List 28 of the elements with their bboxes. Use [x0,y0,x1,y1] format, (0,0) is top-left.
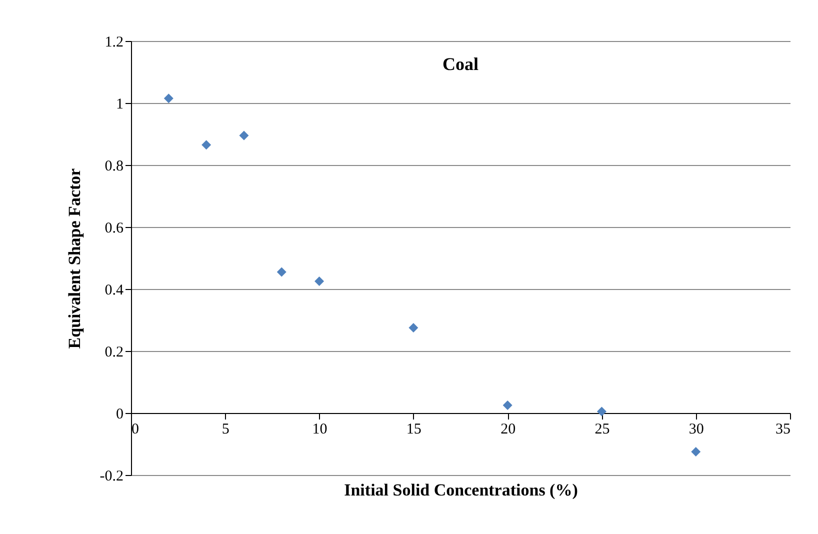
y-tick-label: 0.8 [104,158,124,174]
point [239,130,249,140]
x-tick-label: 20 [500,422,516,438]
point [202,140,212,150]
x-axis-title: Initial Solid Concentrations (%) [344,480,578,500]
point [276,267,286,277]
y-tick-label: 0 [116,406,124,422]
point [408,323,418,332]
x-tick-label: 25 [594,422,610,438]
point [596,406,606,416]
y-tick-label: 1 [116,96,124,112]
point [164,94,174,104]
point [314,276,324,286]
point [691,447,701,456]
x-tick-label: 0 [132,422,139,438]
x-tick-label: 30 [688,422,704,438]
y-tick-label: 0.2 [104,344,124,360]
x-tick-label: 5 [222,422,230,438]
y-tick-label: 1.2 [104,34,124,50]
point [502,400,512,410]
x-tick-label: 15 [406,422,422,438]
y-axis-title: Equivalent Shape Factor [64,168,84,349]
y-tick-label: 0.6 [104,220,124,236]
y-tick-label: 0.4 [104,282,124,298]
x-tick-label: 10 [312,422,328,438]
text: Coal [442,54,478,74]
x-tick-label: 35 [776,422,790,438]
y-tick-label: -0.2 [100,468,124,484]
